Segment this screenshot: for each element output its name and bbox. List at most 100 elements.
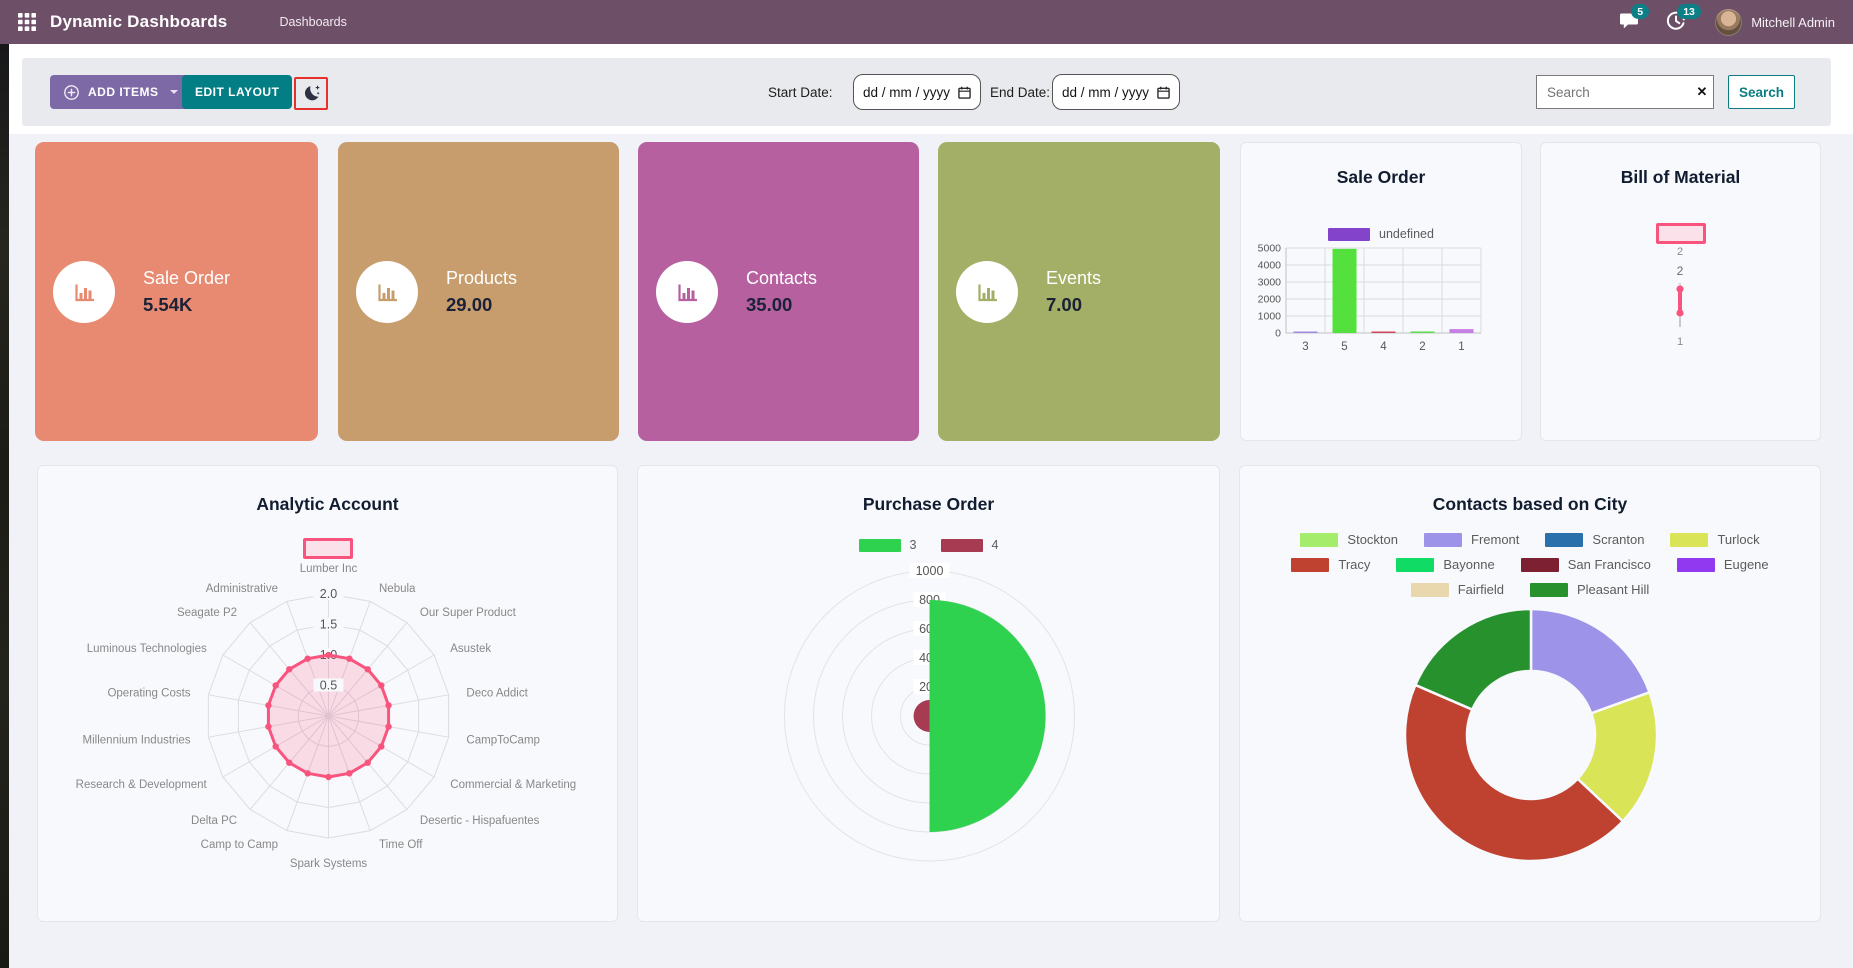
user-avatar[interactable]	[1715, 8, 1743, 36]
kpi-tile-contacts[interactable]: Contacts 35.00	[638, 142, 919, 441]
legend-label: Scranton	[1592, 532, 1645, 547]
legend-swatch	[1396, 557, 1435, 572]
contacts-city-doughnut-chart	[1240, 546, 1822, 906]
moon-icon	[304, 85, 320, 101]
legend-swatch[interactable]	[302, 538, 353, 559]
sale-order-chart-card: Sale Order undefined 0 1000 2000 3000 4000 50…	[1240, 142, 1522, 441]
chart-title: Sale Order	[1336, 167, 1426, 187]
clear-search-icon[interactable]: ✕	[1696, 84, 1708, 99]
bar-chart-icon	[378, 284, 397, 301]
radar-axis-label: Camp to Camp	[201, 839, 278, 851]
plus-circle-icon	[64, 84, 79, 100]
radar-axis-label: Commercial & Marketing	[450, 779, 576, 791]
legend-label: Pleasant Hill	[1576, 582, 1650, 597]
svg-text:1.5: 1.5	[320, 618, 337, 632]
legend-swatch[interactable]	[1655, 223, 1706, 244]
top-navbar: Dynamic Dashboards Dashboards 5 13 Mitch…	[0, 0, 1853, 44]
legend-item[interactable]: Scranton	[1545, 532, 1644, 547]
legend-swatch	[1424, 532, 1462, 547]
svg-text:0: 0	[1275, 328, 1281, 340]
legend-label: San Francisco	[1567, 557, 1651, 572]
legend-swatch	[858, 538, 901, 552]
legend-swatch	[1676, 557, 1715, 572]
radar-axis-label: Nebula	[379, 583, 416, 595]
messages-button[interactable]: 5	[1619, 4, 1650, 34]
kpi-tile-products[interactable]: Products 29.00	[338, 142, 619, 441]
legend-swatch	[1328, 227, 1371, 241]
legend-item[interactable]: Eugene	[1676, 557, 1769, 572]
kpi-label: Events	[1046, 268, 1102, 289]
bill-of-material-chart: 2211	[1541, 241, 1822, 371]
start-date-label: Start Date:	[768, 84, 833, 100]
kpi-value: 5.54K	[143, 294, 193, 316]
menu-dashboards[interactable]: Dashboards	[279, 15, 347, 29]
legend-label: Bayonne	[1443, 557, 1495, 572]
search-button[interactable]: Search	[1728, 75, 1796, 109]
search-button-label: Search	[1739, 84, 1785, 100]
bar-chart-icon	[678, 284, 697, 301]
legend-row: Fairfield Pleasant Hill	[1410, 582, 1650, 597]
apps-grid-icon[interactable]	[16, 11, 38, 33]
start-date-value: dd / mm / yyyy	[862, 84, 950, 100]
end-date-input[interactable]: dd / mm / yyyy	[1052, 74, 1180, 110]
kpi-label: Sale Order	[143, 268, 231, 289]
svg-text:5: 5	[1341, 341, 1347, 353]
activities-button[interactable]: 13	[1665, 4, 1701, 34]
edit-layout-button[interactable]: EDIT LAYOUT	[182, 75, 293, 109]
calendar-icon	[958, 86, 971, 99]
legend-item[interactable]: Stockton	[1300, 532, 1398, 547]
svg-text:3: 3	[1302, 341, 1308, 353]
radar-axis-label: Our Super Product	[420, 607, 517, 619]
svg-text:2: 2	[1419, 341, 1425, 353]
legend-item[interactable]: Fairfield	[1410, 582, 1504, 597]
legend-row: Tracy Bayonne San Francisco Eugene	[1291, 557, 1769, 572]
user-name[interactable]: Mitchell Admin	[1751, 14, 1835, 30]
legend-item[interactable]: undefined	[1328, 227, 1434, 241]
chart-title: Purchase Order	[862, 494, 995, 514]
start-date-input[interactable]: dd / mm / yyyy	[853, 74, 981, 110]
radar-axis-label: Luminous Technologies	[87, 643, 207, 655]
svg-text:1000: 1000	[916, 564, 944, 578]
legend-item[interactable]: Turlock	[1670, 532, 1760, 547]
legend-item[interactable]: 3	[858, 538, 917, 552]
svg-text:1: 1	[1677, 336, 1683, 348]
svg-text:0.5: 0.5	[320, 679, 337, 693]
svg-text:1000: 1000	[1258, 311, 1282, 323]
svg-text:5000: 5000	[1258, 243, 1282, 255]
legend-item[interactable]: San Francisco	[1520, 557, 1651, 572]
end-date-label: End Date:	[990, 84, 1051, 100]
legend-item[interactable]: 4	[940, 538, 998, 552]
kpi-tile-sale-order[interactable]: Sale Order 5.54K	[35, 142, 318, 441]
legend-row: Stockton Fremont Scranton Turlock	[1300, 532, 1760, 547]
svg-text:2: 2	[1677, 264, 1684, 278]
legend-item[interactable]: Fremont	[1424, 532, 1519, 547]
radar-axis-label: Asustek	[450, 643, 491, 655]
chart-title: Bill of Material	[1620, 167, 1741, 187]
left-edge-shadow	[0, 44, 9, 968]
activities-badge[interactable]: 13	[1677, 4, 1701, 19]
add-items-button[interactable]: ADD ITEMS	[50, 75, 192, 109]
chart-title: Contacts based on City	[1432, 494, 1628, 514]
svg-text:4000: 4000	[1258, 260, 1282, 272]
radar-axis-label: Research & Development	[76, 779, 208, 791]
legend-label: undefined	[1379, 227, 1434, 241]
kpi-tile-events[interactable]: Events 7.00	[938, 142, 1220, 441]
end-date-value: dd / mm / yyyy	[1061, 84, 1149, 100]
legend-item[interactable]: Tracy	[1291, 557, 1370, 572]
legend-item[interactable]: Bayonne	[1396, 557, 1495, 572]
chart-legend: 3 4	[638, 538, 1219, 552]
radar-axis-label: Seagate P2	[177, 607, 237, 619]
legend-label: Turlock	[1717, 532, 1760, 547]
dark-mode-toggle[interactable]	[294, 77, 328, 110]
kpi-label: Contacts	[746, 268, 818, 289]
svg-text:2.0: 2.0	[320, 587, 337, 601]
kpi-label: Products	[446, 268, 518, 289]
messages-badge[interactable]: 5	[1631, 4, 1650, 19]
bar-chart-icon	[75, 284, 94, 301]
legend-item[interactable]: Pleasant Hill	[1529, 582, 1650, 597]
calendar-icon	[1157, 86, 1170, 99]
radar-axis-label: Millennium Industries	[83, 735, 191, 747]
search-input[interactable]	[1536, 75, 1714, 109]
radar-axis-label: Spark Systems	[290, 858, 368, 870]
